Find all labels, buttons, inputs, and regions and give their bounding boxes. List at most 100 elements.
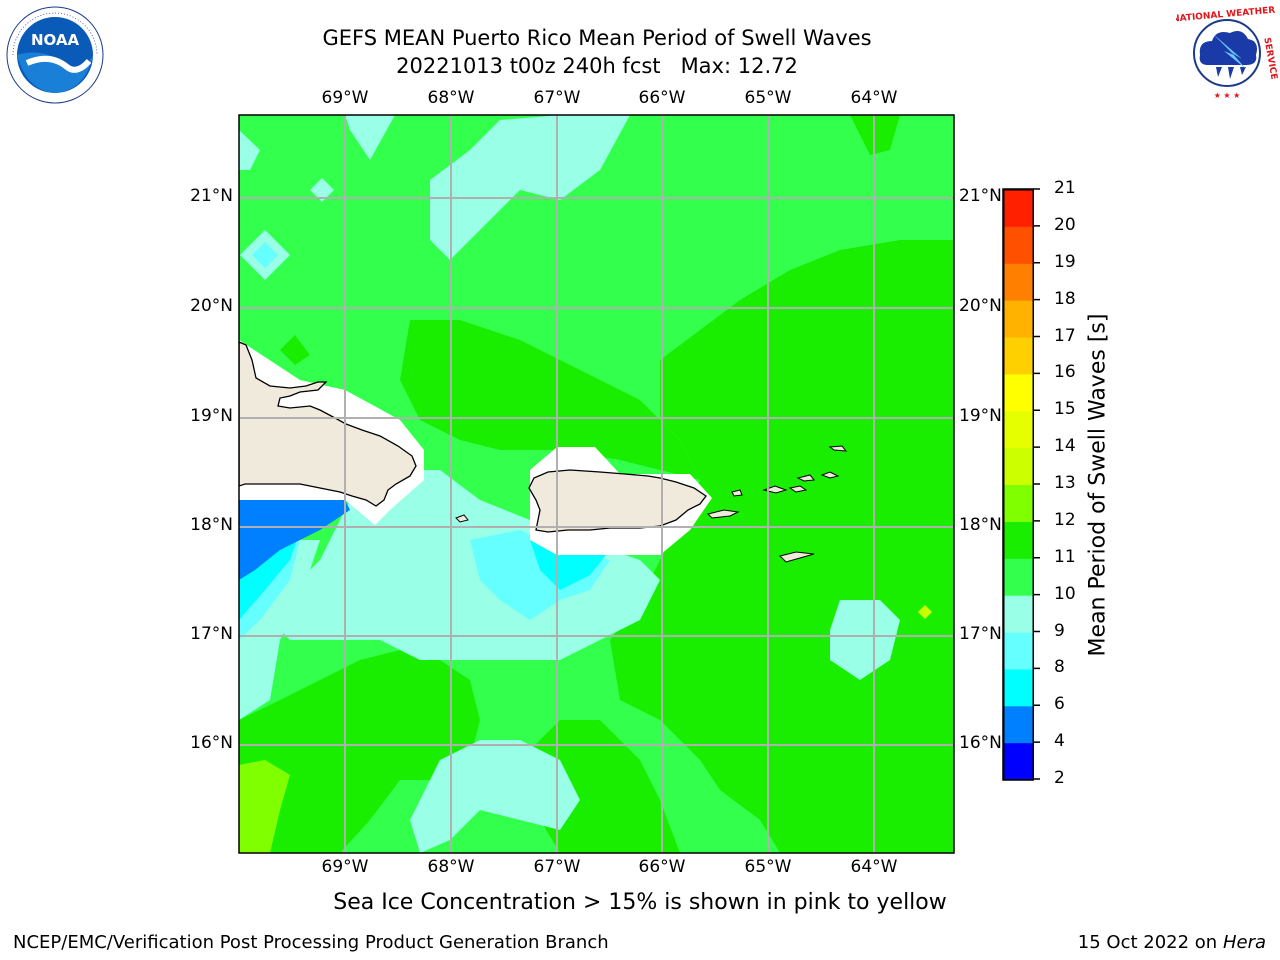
colorbar-tick-label-12: 12 <box>1054 509 1076 530</box>
footer-date: 15 Oct 2022 on Hera <box>1078 932 1266 953</box>
field-11-12-north <box>400 320 700 480</box>
lon-label-top-66w: 66°W <box>638 88 686 108</box>
lon-label-top-64w: 64°W <box>850 88 898 108</box>
map-frame <box>238 114 955 854</box>
lat-label-right-16n: 16°N <box>959 733 1002 753</box>
island-culebra <box>731 489 743 497</box>
lat-label-left-16n: 16°N <box>190 733 233 753</box>
island-st-thomas <box>762 485 788 494</box>
lon-label-bottom-67w: 67°W <box>533 857 581 877</box>
field-9-10-south <box>410 740 580 853</box>
title-line-1: GEFS MEAN Puerto Rico Mean Period of Swe… <box>322 26 872 50</box>
field-12-13-dot <box>918 605 932 619</box>
colorbar-tick-label-6: 6 <box>1054 694 1065 715</box>
title-line-2: 20221013 t00z 240h fcst Max: 12.72 <box>396 54 798 78</box>
field-12-13-sw <box>239 760 290 853</box>
island-mona <box>455 514 469 523</box>
lat-label-left-21n: 21°N <box>190 186 233 206</box>
lat-label-left-18n: 18°N <box>190 515 233 535</box>
island-tortola <box>796 474 815 482</box>
colorbar-tick-label-20: 20 <box>1054 214 1076 235</box>
footer-date-text: 15 Oct 2022 on <box>1077 932 1223 953</box>
colorbar-band-18-19 <box>1003 263 1034 301</box>
colorbar-band-2-4 <box>1003 742 1034 781</box>
field-9-10-nw-corner <box>239 130 260 170</box>
field-11-12-east <box>610 240 954 853</box>
colorbar-band-10-11 <box>1003 558 1034 596</box>
colorbar-tick-label-19: 19 <box>1054 251 1076 272</box>
colorbar-tick-label-15: 15 <box>1054 399 1076 420</box>
colorbar-label: Mean Period of Swell Waves [s] <box>1085 313 1111 657</box>
lon-label-top-67w: 67°W <box>533 88 581 108</box>
lat-label-right-18n: 18°N <box>959 515 1002 535</box>
colorbar-tick-label-2: 2 <box>1054 768 1065 788</box>
island-st-john <box>788 485 808 493</box>
colorbar-tick-label-4: 4 <box>1054 731 1065 752</box>
map-contour-field <box>239 115 954 853</box>
colorbar-tick-label-21: 21 <box>1054 178 1076 198</box>
colorbar-band-4-6 <box>1003 706 1034 744</box>
colorbar-tick-label-10: 10 <box>1054 583 1076 604</box>
lon-label-bottom-66w: 66°W <box>638 857 686 877</box>
colorbar-band-16-17 <box>1003 337 1034 375</box>
colorbar-tick-label-9: 9 <box>1054 620 1065 641</box>
noaa-logo: NOAA <box>6 6 104 104</box>
colorbar-tick-label-18: 18 <box>1054 288 1076 309</box>
colorbar-band-19-20 <box>1003 226 1034 264</box>
colorbar-band-8-9 <box>1003 632 1034 670</box>
sea-ice-caption: Sea Ice Concentration > 15% is shown in … <box>333 890 947 915</box>
island-anegada <box>828 445 848 452</box>
island-st-croix <box>779 551 815 563</box>
noaa-logo-text: NOAA <box>31 31 80 49</box>
svg-text:★ ★ ★: ★ ★ ★ <box>1214 91 1241 100</box>
footer-host: Hera <box>1222 932 1266 953</box>
colorbar-band-11-12 <box>1003 521 1034 559</box>
field-8-9-central <box>470 530 610 620</box>
lon-label-bottom-65w: 65°W <box>744 857 792 877</box>
colorbar-tick-label-17: 17 <box>1054 325 1076 346</box>
lon-label-top-68w: 68°W <box>427 88 475 108</box>
field-9-10-north <box>345 115 630 260</box>
colorbar-band-9-10 <box>1003 595 1034 633</box>
field-11-12-nw-small <box>280 335 310 365</box>
lat-label-right-17n: 17°N <box>959 624 1002 644</box>
lon-label-bottom-64w: 64°W <box>850 857 898 877</box>
lat-label-right-21n: 21°N <box>959 186 1002 206</box>
colorbar-band-13-14 <box>1003 447 1034 486</box>
colorbar-tick-label-14: 14 <box>1054 436 1076 457</box>
colorbar-overlay <box>1003 189 1034 781</box>
colorbar-band-15-16 <box>1003 374 1034 412</box>
colorbar-band-20-21 <box>1003 189 1034 227</box>
footer-branch: NCEP/EMC/Verification Post Processing Pr… <box>13 932 609 953</box>
lat-label-left-20n: 20°N <box>190 296 233 316</box>
colorbar-tick-marks <box>1033 188 1040 780</box>
field-6-8-west <box>239 530 300 620</box>
island-vieques <box>707 509 740 519</box>
graticule <box>239 115 954 853</box>
field-11-12-south <box>239 650 480 853</box>
lat-label-right-20n: 20°N <box>959 296 1002 316</box>
nws-logo: NATIONAL WEATHER SERVICE ★ ★ ★ <box>1176 6 1278 100</box>
field-9-10-se-blob <box>830 600 900 680</box>
lon-label-bottom-68w: 68°W <box>427 857 475 877</box>
colorbar-tick-label-8: 8 <box>1054 657 1065 678</box>
lat-label-right-19n: 19°N <box>959 406 1002 426</box>
lon-label-bottom-69w: 69°W <box>321 857 369 877</box>
field-4-6-west <box>239 500 350 580</box>
lat-label-left-19n: 19°N <box>190 406 233 426</box>
colorbar-band-12-13 <box>1003 484 1034 522</box>
colorbar-tick-label-11: 11 <box>1054 546 1076 567</box>
field-9-10-small <box>310 178 334 202</box>
colorbar-band-17-18 <box>1003 300 1034 338</box>
colorbar-tick-label-13: 13 <box>1054 473 1076 493</box>
colorbar-band-6-8 <box>1003 669 1034 707</box>
lon-label-top-65w: 65°W <box>744 88 792 108</box>
island-virgin-gorda <box>820 471 840 479</box>
field-8-9-diamond <box>252 242 278 268</box>
colorbar-band-14-15 <box>1003 411 1034 449</box>
colorbar-tick-label-16: 16 <box>1054 362 1076 383</box>
lon-label-top-69w: 69°W <box>321 88 369 108</box>
lat-label-left-17n: 17°N <box>190 624 233 644</box>
land-hispaniola <box>239 341 417 507</box>
